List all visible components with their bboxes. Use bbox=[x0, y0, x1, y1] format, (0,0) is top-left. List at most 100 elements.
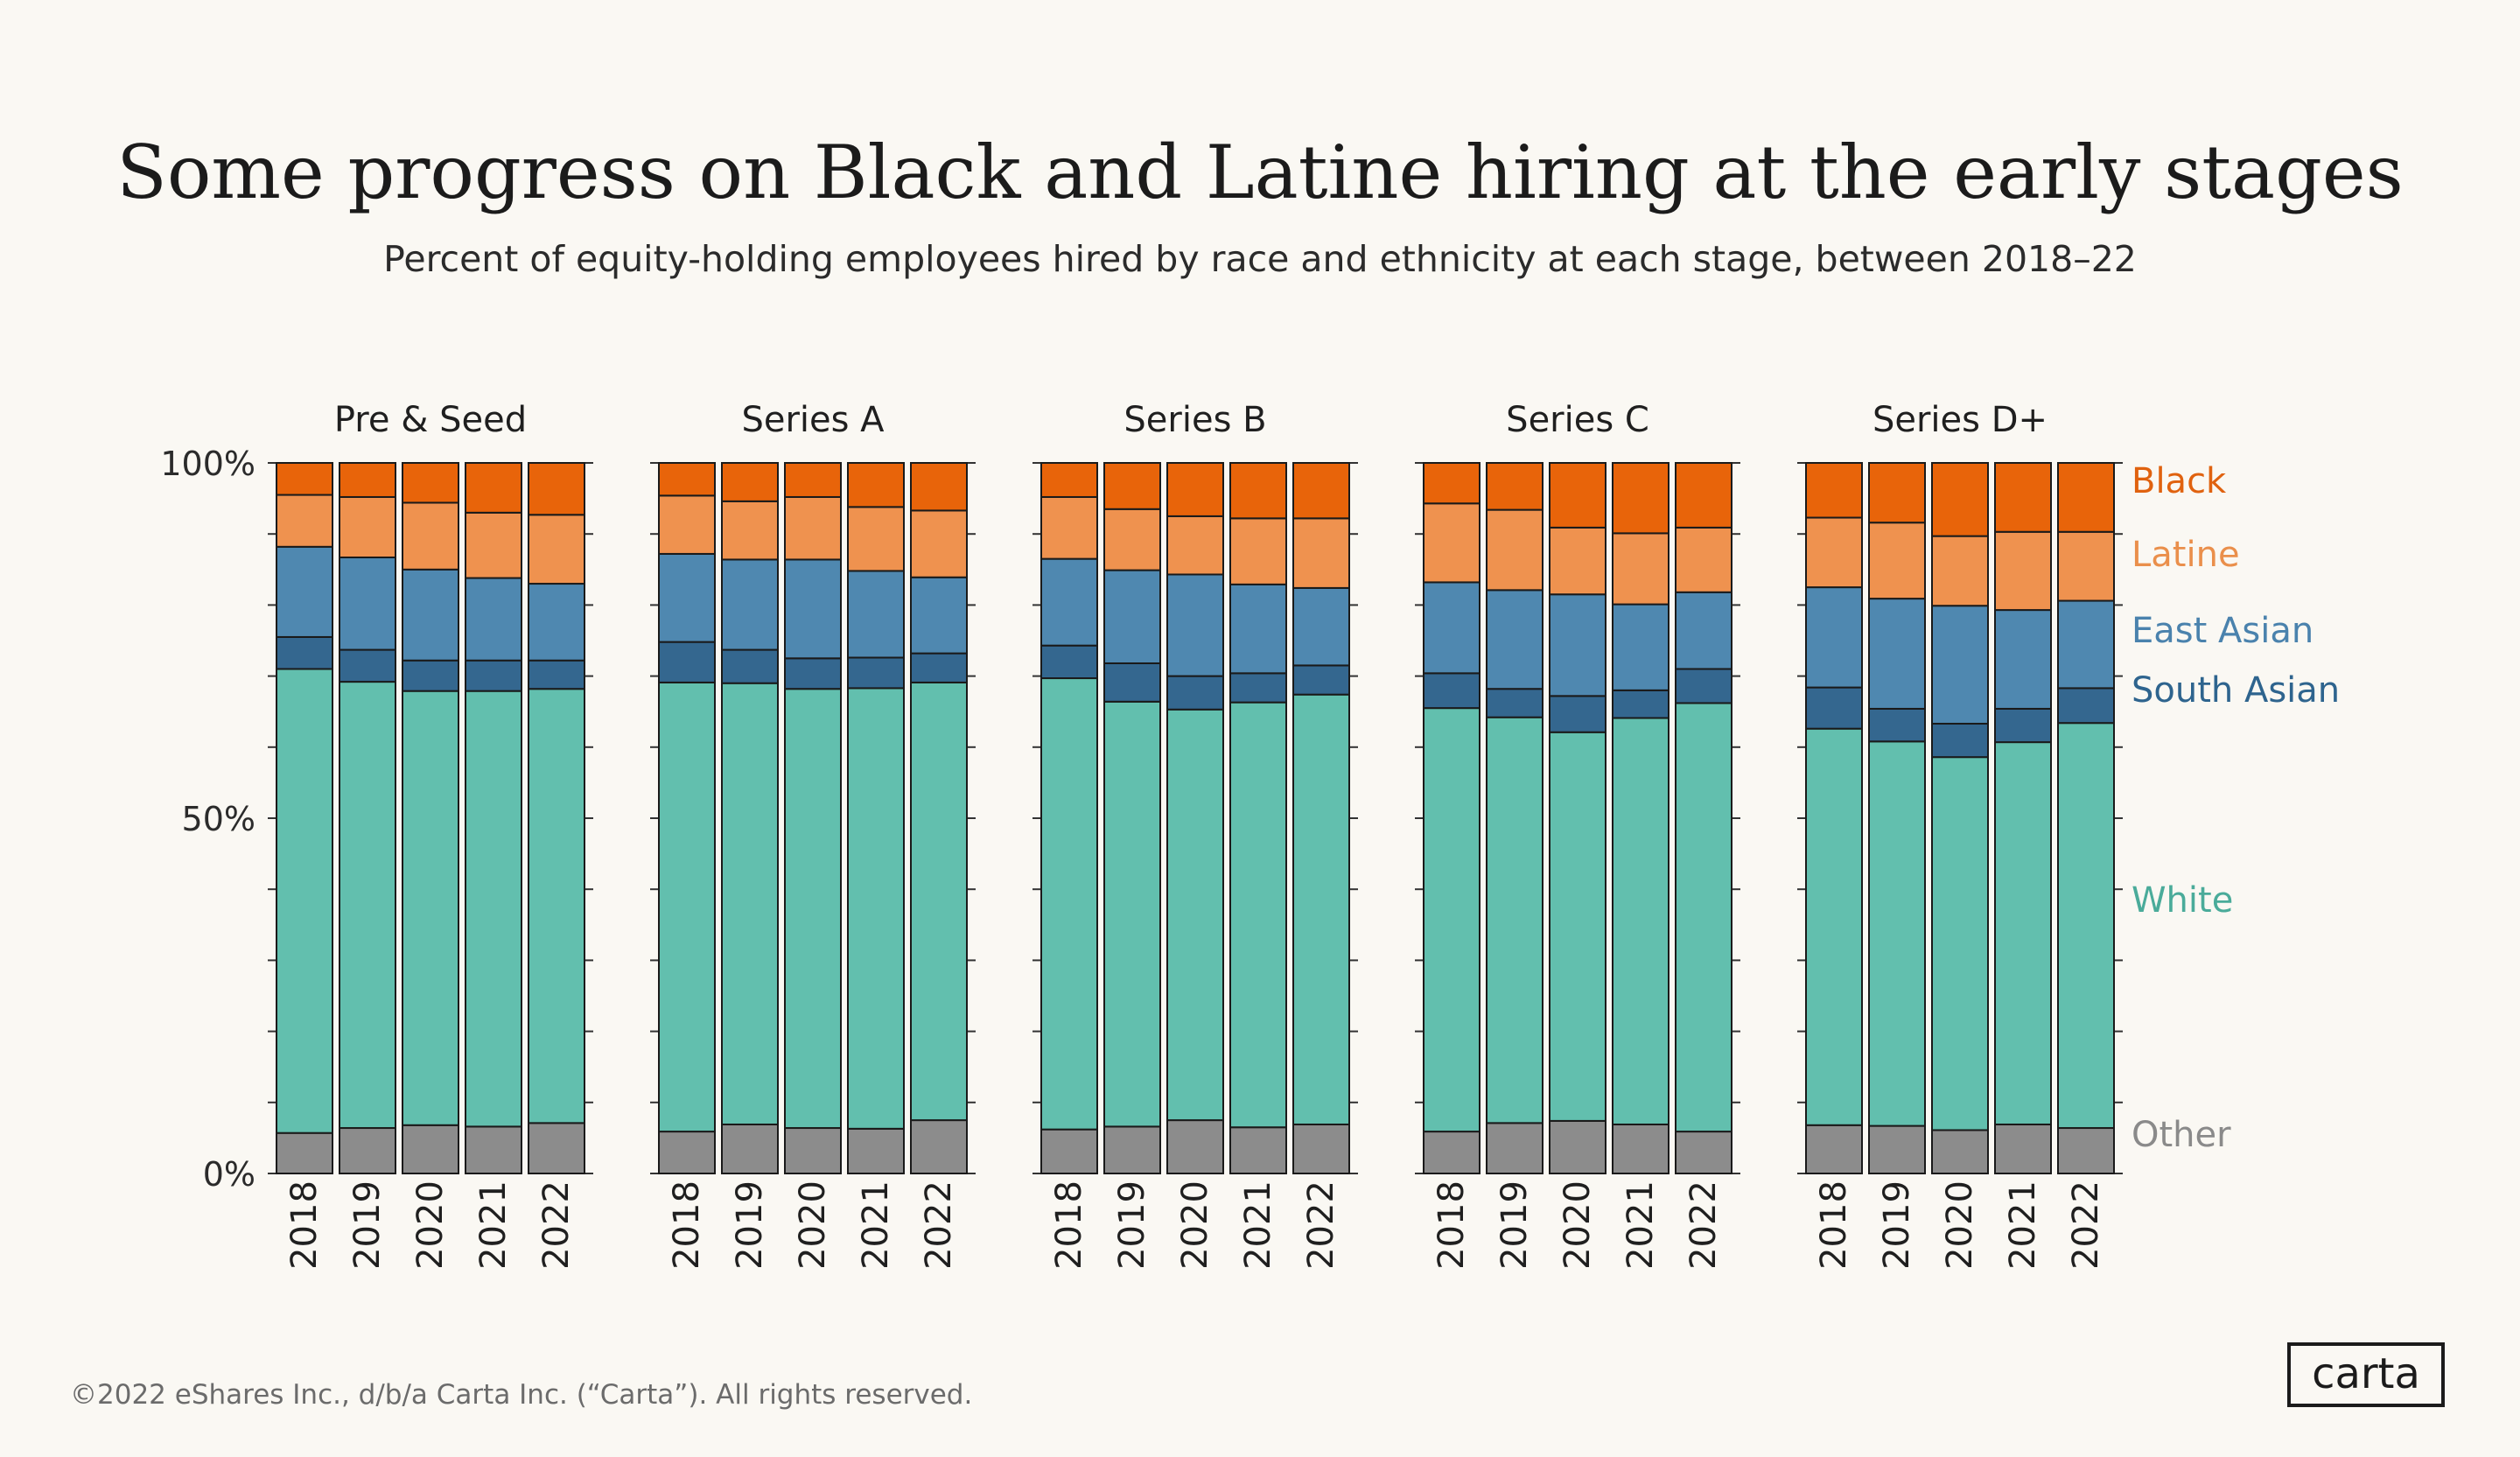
bar-segment-other[interactable] bbox=[1931, 1129, 1989, 1175]
bar-segment-east-asian[interactable] bbox=[339, 556, 396, 651]
bar-segment-other[interactable] bbox=[1040, 1128, 1098, 1175]
bar-segment-latine[interactable] bbox=[402, 501, 459, 571]
bar-segment-south-asian[interactable] bbox=[1040, 644, 1098, 680]
bar-segment-black[interactable] bbox=[1612, 462, 1670, 535]
bar-segment-white[interactable] bbox=[658, 681, 716, 1133]
bar-segment-south-asian[interactable] bbox=[1229, 672, 1287, 704]
bar-segment-east-asian[interactable] bbox=[1931, 605, 1989, 725]
bar-segment-latine[interactable] bbox=[1675, 526, 1732, 593]
bar-segment-east-asian[interactable] bbox=[276, 545, 333, 638]
bar-segment-other[interactable] bbox=[784, 1127, 842, 1174]
bar-segment-south-asian[interactable] bbox=[465, 659, 522, 692]
bar-segment-south-asian[interactable] bbox=[1675, 668, 1732, 704]
bar-segment-white[interactable] bbox=[721, 682, 779, 1125]
bar-segment-black[interactable] bbox=[1868, 462, 1926, 524]
bar-segment-black[interactable] bbox=[1805, 462, 1863, 519]
bar-segment-other[interactable] bbox=[721, 1123, 779, 1175]
bar-segment-white[interactable] bbox=[465, 690, 522, 1128]
bar-segment-east-asian[interactable] bbox=[910, 576, 968, 655]
bar-segment-latine[interactable] bbox=[658, 494, 716, 555]
bar-segment-black[interactable] bbox=[276, 462, 333, 496]
bar-segment-black[interactable] bbox=[1166, 462, 1224, 517]
bar-segment-other[interactable] bbox=[1868, 1124, 1926, 1174]
bar-segment-black[interactable] bbox=[1423, 462, 1480, 505]
bar-segment-south-asian[interactable] bbox=[1166, 675, 1224, 711]
bar-segment-other[interactable] bbox=[528, 1122, 585, 1175]
bar-segment-east-asian[interactable] bbox=[2057, 599, 2115, 690]
bar-segment-latine[interactable] bbox=[1423, 502, 1480, 584]
bar-segment-latine[interactable] bbox=[1612, 532, 1670, 606]
bar-segment-black[interactable] bbox=[2057, 462, 2115, 533]
bar-segment-east-asian[interactable] bbox=[1292, 586, 1350, 667]
bar-segment-east-asian[interactable] bbox=[847, 570, 905, 659]
bar-segment-white[interactable] bbox=[528, 688, 585, 1124]
bar-segment-latine[interactable] bbox=[1229, 517, 1287, 585]
bar-segment-black[interactable] bbox=[528, 462, 585, 516]
bar-segment-south-asian[interactable] bbox=[528, 659, 585, 690]
bar-segment-black[interactable] bbox=[1229, 462, 1287, 520]
bar-segment-south-asian[interactable] bbox=[2057, 687, 2115, 725]
bar-segment-south-asian[interactable] bbox=[721, 648, 779, 684]
bar-segment-other[interactable] bbox=[1103, 1125, 1161, 1174]
bar-segment-latine[interactable] bbox=[721, 500, 779, 561]
bar-segment-south-asian[interactable] bbox=[276, 635, 333, 670]
bar-segment-white[interactable] bbox=[1292, 693, 1350, 1125]
bar-segment-other[interactable] bbox=[2057, 1127, 2115, 1174]
bar-segment-white[interactable] bbox=[1549, 731, 1606, 1122]
bar-segment-east-asian[interactable] bbox=[1805, 586, 1863, 689]
bar-segment-latine[interactable] bbox=[1486, 508, 1544, 592]
bar-segment-south-asian[interactable] bbox=[1612, 689, 1670, 719]
bar-segment-latine[interactable] bbox=[784, 495, 842, 561]
bar-segment-other[interactable] bbox=[1675, 1131, 1732, 1175]
bar-segment-black[interactable] bbox=[1292, 462, 1350, 520]
bar-segment-south-asian[interactable] bbox=[658, 641, 716, 683]
bar-segment-east-asian[interactable] bbox=[465, 577, 522, 662]
bar-segment-other[interactable] bbox=[910, 1119, 968, 1174]
bar-segment-white[interactable] bbox=[402, 690, 459, 1126]
bar-segment-south-asian[interactable] bbox=[402, 659, 459, 692]
bar-segment-white[interactable] bbox=[910, 681, 968, 1122]
bar-segment-south-asian[interactable] bbox=[847, 656, 905, 690]
bar-segment-black[interactable] bbox=[1549, 462, 1606, 529]
bar-segment-south-asian[interactable] bbox=[1292, 664, 1350, 696]
bar-segment-latine[interactable] bbox=[465, 511, 522, 579]
bar-segment-white[interactable] bbox=[1229, 701, 1287, 1129]
bar-segment-latine[interactable] bbox=[1103, 508, 1161, 571]
bar-segment-other[interactable] bbox=[1292, 1123, 1350, 1175]
bar-segment-east-asian[interactable] bbox=[402, 568, 459, 662]
bar-segment-latine[interactable] bbox=[1166, 515, 1224, 576]
bar-segment-white[interactable] bbox=[1868, 740, 1926, 1127]
bar-segment-latine[interactable] bbox=[847, 506, 905, 572]
bar-segment-south-asian[interactable] bbox=[1868, 707, 1926, 743]
bar-segment-black[interactable] bbox=[1675, 462, 1732, 529]
bar-segment-black[interactable] bbox=[1103, 462, 1161, 510]
bar-segment-south-asian[interactable] bbox=[1994, 707, 2052, 744]
bar-segment-black[interactable] bbox=[847, 462, 905, 508]
bar-segment-white[interactable] bbox=[276, 668, 333, 1134]
bar-segment-latine[interactable] bbox=[2057, 530, 2115, 602]
bar-segment-south-asian[interactable] bbox=[1805, 686, 1863, 730]
bar-segment-south-asian[interactable] bbox=[784, 657, 842, 690]
bar-segment-south-asian[interactable] bbox=[1423, 672, 1480, 710]
bar-segment-other[interactable] bbox=[1229, 1126, 1287, 1174]
bar-segment-east-asian[interactable] bbox=[658, 552, 716, 643]
bar-segment-white[interactable] bbox=[1805, 727, 1863, 1126]
bar-segment-white[interactable] bbox=[1166, 708, 1224, 1122]
bar-segment-south-asian[interactable] bbox=[1549, 695, 1606, 733]
bar-segment-other[interactable] bbox=[1166, 1119, 1224, 1174]
bar-segment-black[interactable] bbox=[1486, 462, 1544, 511]
bar-segment-black[interactable] bbox=[910, 462, 968, 512]
bar-segment-east-asian[interactable] bbox=[1229, 583, 1287, 675]
bar-segment-other[interactable] bbox=[1994, 1123, 2052, 1175]
bar-segment-other[interactable] bbox=[465, 1125, 522, 1174]
bar-segment-white[interactable] bbox=[1612, 717, 1670, 1125]
bar-segment-east-asian[interactable] bbox=[1103, 569, 1161, 664]
bar-segment-east-asian[interactable] bbox=[1549, 593, 1606, 697]
bar-segment-latine[interactable] bbox=[1040, 495, 1098, 560]
bar-segment-white[interactable] bbox=[1931, 756, 1989, 1131]
bar-segment-other[interactable] bbox=[339, 1127, 396, 1174]
bar-segment-white[interactable] bbox=[784, 688, 842, 1130]
bar-segment-white[interactable] bbox=[1103, 700, 1161, 1128]
bar-segment-east-asian[interactable] bbox=[1423, 581, 1480, 675]
bar-segment-other[interactable] bbox=[1805, 1124, 1863, 1175]
